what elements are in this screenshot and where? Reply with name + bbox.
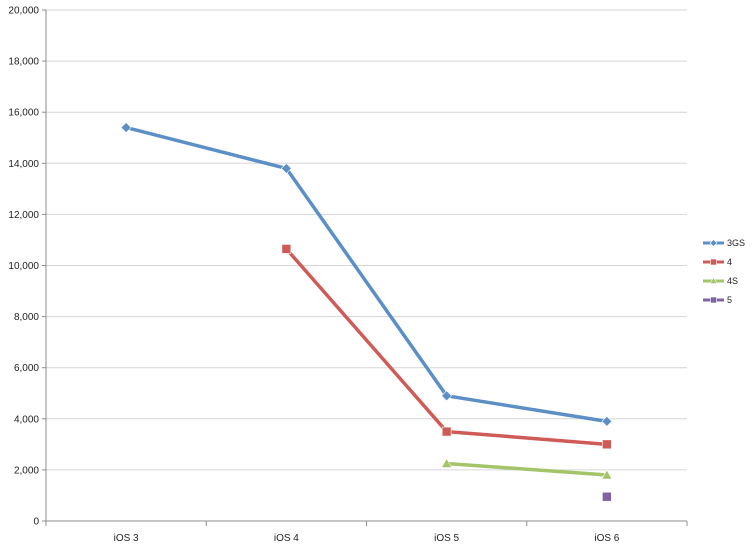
y-tick-label: 2,000 (14, 465, 39, 476)
legend: 3GS 4 4S 5 (703, 238, 745, 305)
y-tick-labels: 0 2,000 4,000 6,000 8,000 10,000 12,000 14,000 1… (8, 6, 39, 528)
y-tick-label: 16,000 (8, 108, 39, 119)
y-tick-label: 18,000 (8, 57, 39, 68)
data-point-square (281, 244, 292, 254)
x-tick-label: iOS 4 (274, 533, 299, 544)
y-tick-label: 8,000 (14, 312, 39, 323)
x-tick-label: iOS 6 (594, 533, 619, 544)
y-tick-label: 6,000 (14, 363, 39, 374)
y-tick-label: 14,000 (8, 159, 39, 170)
data-point-triangle (441, 457, 453, 468)
y-tick-label: 4,000 (14, 414, 39, 425)
data-point-diamond (120, 122, 132, 133)
legend-label: 4 (727, 257, 732, 267)
series-lines (124, 125, 609, 477)
data-point-square (710, 258, 717, 266)
series-line-4s (444, 461, 609, 477)
data-point-diamond (709, 239, 718, 247)
y-tick-label: 0 (33, 517, 39, 528)
series-markers (120, 122, 613, 502)
axes (42, 9, 688, 526)
data-point-square (602, 491, 612, 502)
data-point-square (710, 296, 717, 304)
data-point-square (602, 439, 612, 450)
x-tick-labels: iOS 3 iOS 4 iOS 5 iOS 6 (114, 533, 620, 544)
series-line-3gs (124, 125, 609, 424)
data-point-diamond (601, 415, 613, 427)
legend-label: 5 (727, 295, 732, 305)
x-tick-label: iOS 5 (434, 533, 459, 544)
legend-label: 3GS (727, 238, 745, 248)
grid-lines (46, 9, 687, 471)
legend-label: 4S (727, 276, 738, 286)
y-tick-label: 20,000 (8, 6, 39, 17)
y-tick-label: 10,000 (8, 261, 39, 272)
data-point-triangle (709, 276, 718, 284)
data-point-triangle (601, 469, 613, 480)
x-tick-label: iOS 3 (114, 533, 139, 544)
data-point-diamond (280, 162, 292, 174)
data-point-square (441, 426, 452, 437)
data-point-diamond (441, 390, 453, 402)
y-tick-label: 12,000 (8, 210, 39, 221)
